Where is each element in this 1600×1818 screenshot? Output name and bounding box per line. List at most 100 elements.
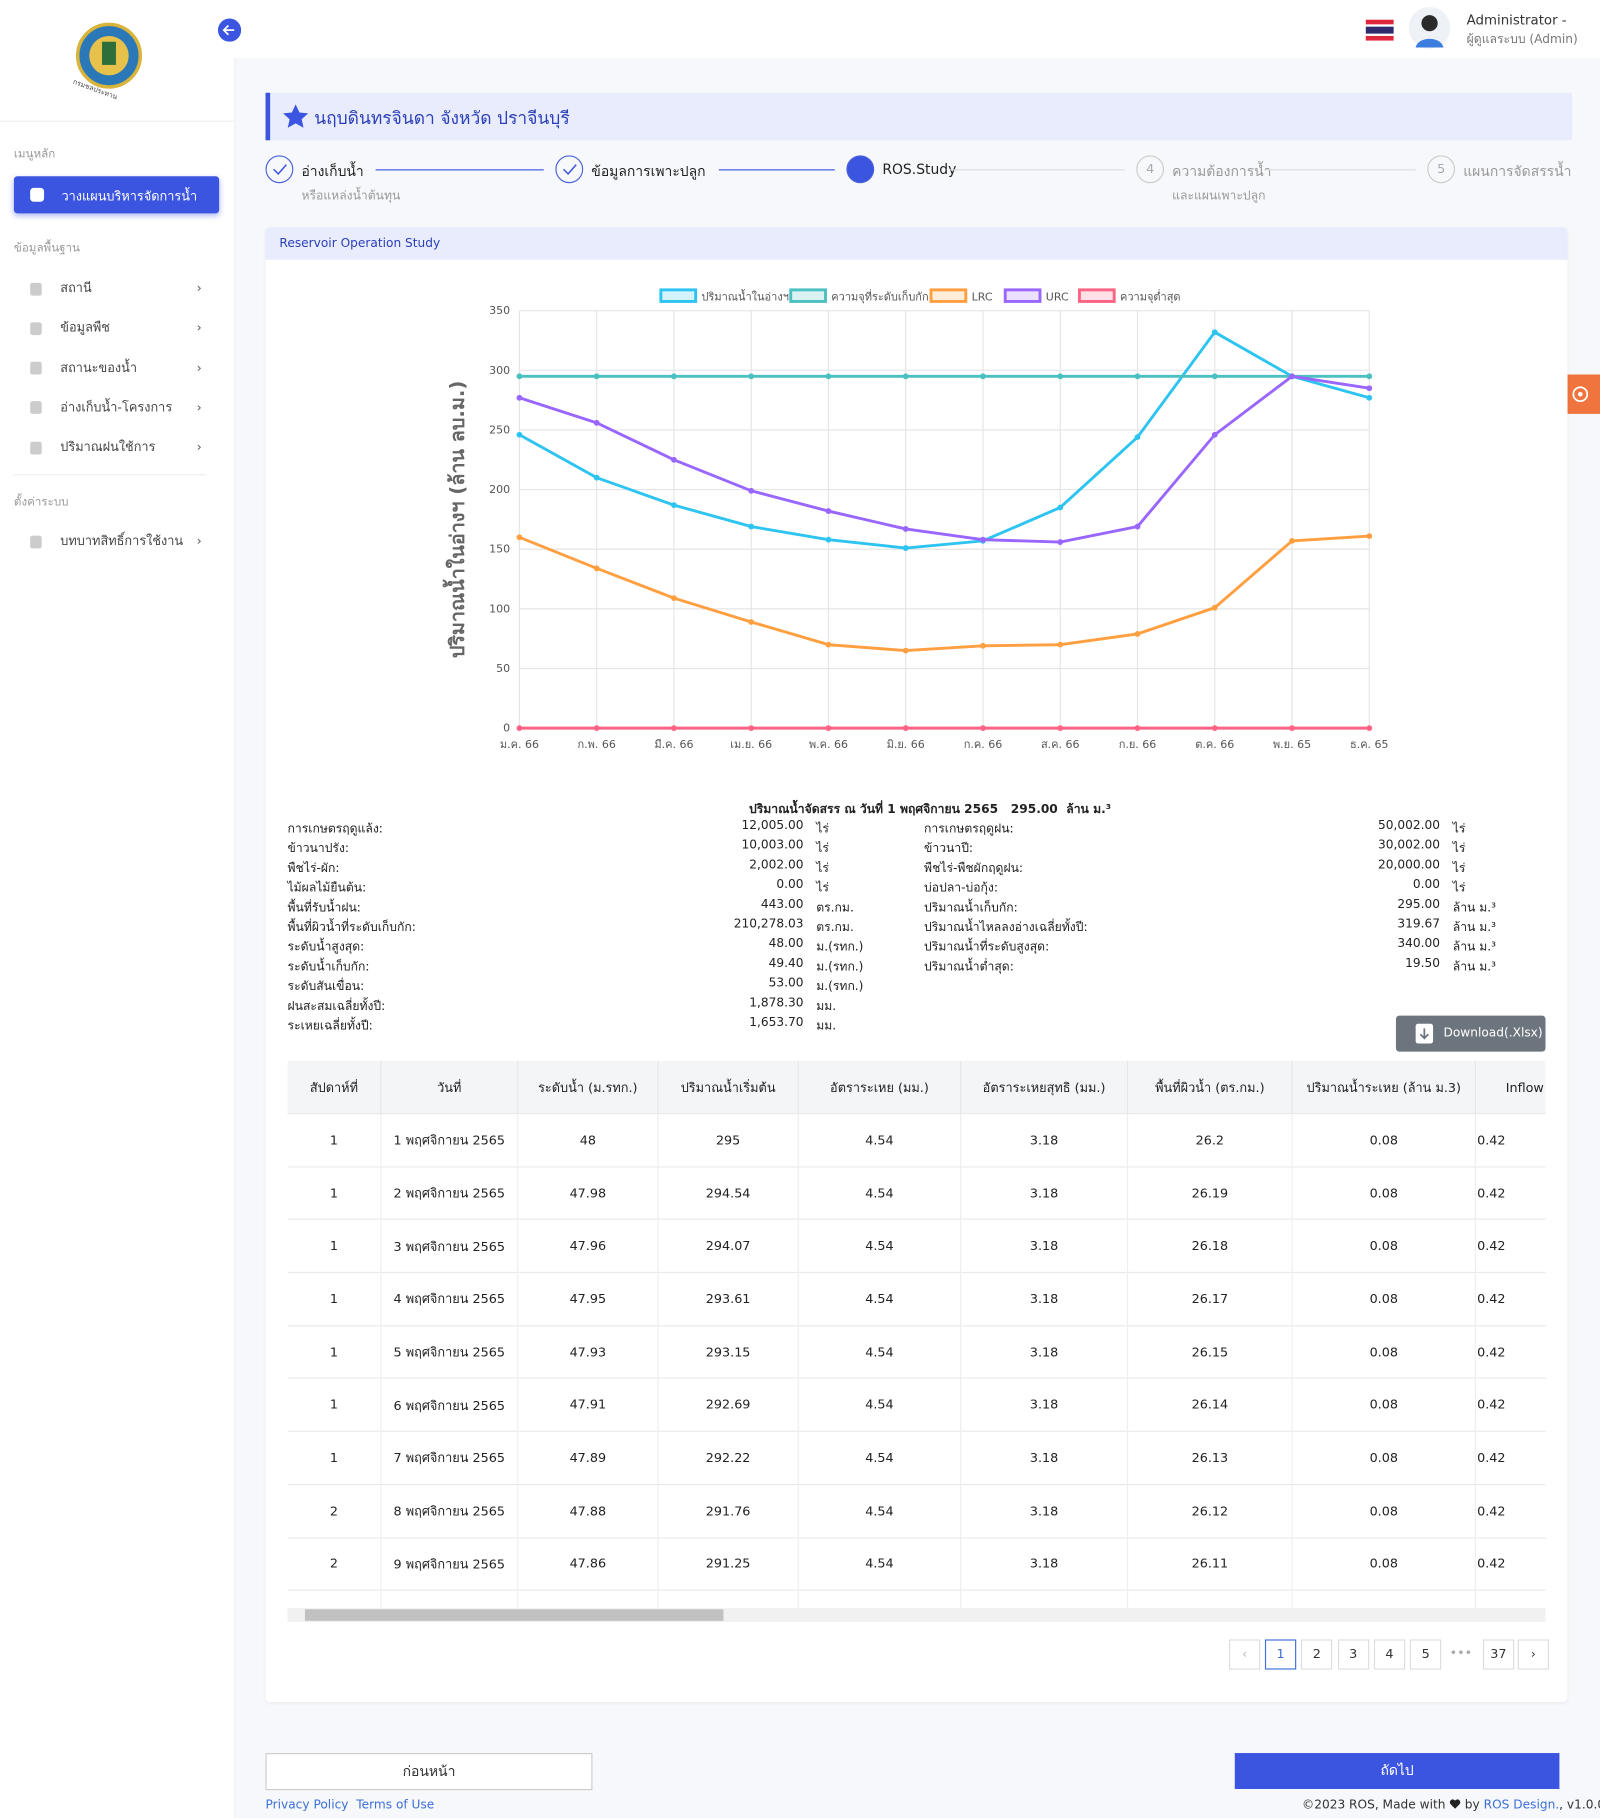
data-point (1211, 431, 1218, 438)
table-cell: 26.14 (1127, 1377, 1293, 1432)
table-cell: 0.42 (1475, 1218, 1546, 1273)
summary-unit: ม.(รทก.) (816, 979, 864, 994)
summary-value: 53.00 (768, 976, 804, 991)
data-point (1134, 373, 1141, 380)
summary-label: ข้าวนาปี: (924, 841, 974, 856)
step-number: 5 (1437, 161, 1446, 177)
prev-button[interactable]: ก่อนหน้า (265, 1753, 593, 1791)
data-point (593, 725, 600, 732)
menu-item[interactable]: ปริมาณฝนใช้การ › (30, 436, 204, 459)
privacy-link[interactable]: Privacy Policy (265, 1798, 349, 1813)
step-circle: 3 (846, 155, 875, 184)
data-point (671, 456, 677, 463)
avatar[interactable] (1408, 6, 1452, 50)
terms-link[interactable]: Terms of Use (356, 1798, 435, 1813)
version: , v1.0.0 (1559, 1798, 1600, 1813)
table-cell: 0.08 (1292, 1166, 1476, 1220)
summary-value: 0.00 (1412, 877, 1440, 892)
page-link[interactable]: 37 (1482, 1639, 1514, 1670)
data-point (1289, 373, 1295, 380)
step-circle (265, 155, 294, 184)
page-prev[interactable]: ‹ (1228, 1639, 1261, 1670)
series-line (518, 330, 1370, 550)
next-button[interactable]: ถัดไป (1234, 1753, 1560, 1789)
table-cell: 26.15 (1127, 1324, 1293, 1379)
table-cell: 0.08 (1292, 1218, 1476, 1273)
table-cell: 291.25 (657, 1536, 799, 1591)
data-point (593, 373, 600, 380)
page-next[interactable]: › (1517, 1639, 1549, 1670)
page-link[interactable]: 1 (1264, 1639, 1297, 1670)
data-point (516, 534, 523, 541)
column-header: สัปดาห์ที่ (287, 1060, 382, 1114)
summary-label: ระดับน้ำเก็บกัก: (287, 959, 370, 974)
summary-label: ปริมาณน้ำที่ระดับสูงสุด: (924, 940, 1050, 955)
summary-value: 210,278.03 (733, 917, 804, 932)
menu-item[interactable]: สถานะของน้ำ › (30, 357, 204, 380)
summary-unit: ไร่ (1452, 881, 1466, 896)
step-number: 3 (856, 161, 865, 177)
summary-unit: ล้าน ม.³ (1452, 920, 1497, 935)
menu-active[interactable]: วางแผนบริหารจัดการน้ำ (13, 176, 220, 214)
table-cell: 26.19 (1127, 1166, 1293, 1220)
menu-icon (30, 361, 42, 375)
table-cell: 9 พฤศจิกายน 2565 (380, 1536, 519, 1591)
page-link[interactable]: 2 (1301, 1639, 1333, 1670)
user-role: ผู้ดูแลระบบ (Admin) (1466, 32, 1578, 47)
x-tick-label: พ.ค. 66 (809, 738, 848, 751)
y-axis-label: ปริมาณน้ำในอ่างฯ (ล้าน ลบ.ม.) (442, 381, 469, 658)
summary-label: ไม้ผลไม้ยืนต้น: (287, 881, 367, 896)
legend-swatch (659, 288, 698, 303)
data-point (516, 725, 523, 732)
step-label: ROS.Study (882, 161, 957, 178)
table-cell: 290.74 (657, 1589, 799, 1609)
collapse-button[interactable] (217, 18, 242, 42)
data-point (1057, 373, 1064, 380)
table-cell: 294.54 (657, 1166, 799, 1220)
table-cell: 48 (517, 1113, 659, 1167)
page-link[interactable]: ••• (1449, 1645, 1473, 1661)
menu-chevron: › (196, 360, 202, 376)
data-point (1211, 373, 1218, 380)
scrollbar[interactable] (287, 1608, 1546, 1623)
table-cell: 47.88 (517, 1483, 659, 1538)
data-point (748, 619, 755, 625)
data-point (593, 474, 600, 481)
table-cell: 47.96 (517, 1218, 659, 1273)
legend-swatch (789, 288, 827, 303)
column-header: ปริมาณน้ำระเหย (ล้าน ม.3) (1292, 1060, 1476, 1114)
table-cell: 0.08 (1292, 1589, 1476, 1609)
page-link[interactable]: 3 (1337, 1639, 1369, 1670)
summary-value: 1,878.30 (749, 995, 804, 1010)
table-cell: 26.2 (1127, 1113, 1293, 1167)
logo (75, 22, 143, 89)
table-cell: 26.12 (1127, 1483, 1293, 1538)
x-tick-label: ก.พ. 66 (577, 738, 615, 751)
table-cell: 0.42 (1475, 1377, 1546, 1432)
table-row: 210 พฤศจิกายน 256547.84290.744.543.1826.… (287, 1589, 1546, 1609)
language-flag[interactable] (1365, 15, 1395, 45)
menu-item[interactable]: ข้อมูลพืช › (30, 317, 204, 340)
brand-link[interactable]: ROS Design. (1483, 1798, 1560, 1813)
summary-unit: ไร่ (816, 861, 829, 876)
data-point (748, 725, 755, 732)
menu-item[interactable]: สถานี › (30, 277, 204, 300)
summary-unit: ล้าน ม.³ (1452, 940, 1497, 955)
page-link[interactable]: 5 (1410, 1639, 1442, 1670)
data-point (1211, 725, 1218, 732)
menu-item[interactable]: บทบาทสิทธิ์การใช้งาน › (30, 530, 204, 553)
menu-chevron: › (196, 533, 202, 549)
table-cell: 3.18 (960, 1430, 1129, 1485)
summary-value: 0.00 (776, 877, 804, 892)
menu-item[interactable]: อ่างเก็บน้ำ-โครงการ › (30, 396, 204, 419)
summary-title-text: ปริมาณน้ำจัดสรร ณ วันที่ 1 พฤศจิกายน 256… (748, 802, 999, 817)
settings-button[interactable] (1561, 374, 1600, 414)
download-button[interactable]: Download(.Xlsx) (1395, 1015, 1546, 1052)
page-link[interactable]: 4 (1373, 1639, 1406, 1670)
data-point (825, 373, 832, 380)
table-cell: 293.61 (657, 1271, 799, 1326)
